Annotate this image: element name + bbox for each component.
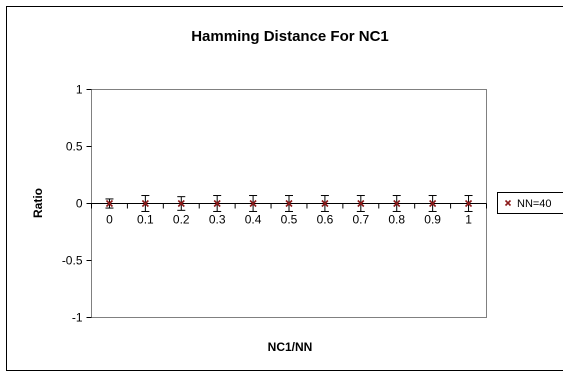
y-tick-label: 0.5 bbox=[66, 140, 83, 154]
x-tick-label: 0.5 bbox=[281, 213, 298, 227]
legend: NN=40 bbox=[498, 193, 563, 214]
x-tick-label: 0.8 bbox=[388, 213, 405, 227]
x-tick-label: 0.4 bbox=[245, 213, 262, 227]
x-tick-label: 0 bbox=[106, 213, 113, 227]
y-tick-label: 0 bbox=[76, 197, 83, 211]
y-axis-label: Ratio bbox=[31, 188, 45, 218]
x-tick-label: 0.7 bbox=[352, 213, 369, 227]
x-tick-label: 0.6 bbox=[317, 213, 334, 227]
x-axis-label: NC1/NN bbox=[268, 340, 313, 354]
x-tick-label: 0.2 bbox=[173, 213, 190, 227]
y-tick-label: 1 bbox=[76, 83, 83, 97]
legend-label: NN=40 bbox=[517, 198, 552, 210]
x-tick-label: 1 bbox=[465, 213, 472, 227]
y-tick-label: -1 bbox=[72, 311, 83, 325]
x-tick-label: 0.1 bbox=[137, 213, 154, 227]
chart-title: Hamming Distance For NC1 bbox=[191, 28, 389, 45]
y-tick-label: -0.5 bbox=[62, 254, 83, 268]
x-tick-label: 0.9 bbox=[424, 213, 441, 227]
x-tick-label: 0.3 bbox=[209, 213, 226, 227]
